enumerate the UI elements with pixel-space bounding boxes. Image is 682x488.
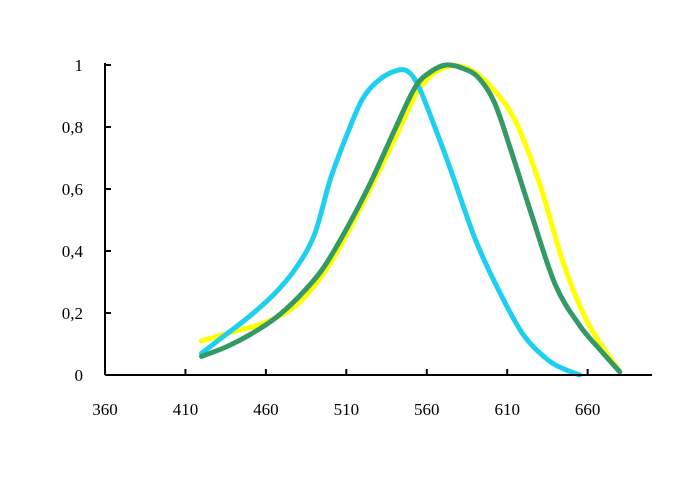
x-tick-label: 360 — [92, 400, 118, 419]
y-tick-label: 0,4 — [62, 242, 84, 261]
x-tick-label: 460 — [253, 400, 279, 419]
x-tick-label: 660 — [575, 400, 601, 419]
cyan-series-line — [199, 67, 583, 378]
x-tick-label: 610 — [494, 400, 520, 419]
green-series-line — [199, 62, 623, 375]
y-tick-label: 0,8 — [62, 118, 83, 137]
x-tick-label: 510 — [334, 400, 360, 419]
y-tick-label: 0,6 — [62, 180, 83, 199]
ticks-layer: 0 0,2 0,4 0,6 0,8 1 360 410 460 510 560 610 660 — [62, 56, 601, 419]
x-tick-label: 410 — [173, 400, 199, 419]
y-tick-label: 0 — [75, 366, 84, 385]
series-layer — [199, 62, 623, 378]
y-tick-label: 1 — [75, 56, 84, 75]
x-tick-label: 560 — [414, 400, 440, 419]
axes-layer — [104, 63, 652, 376]
y-tick-label: 0,2 — [62, 304, 83, 323]
